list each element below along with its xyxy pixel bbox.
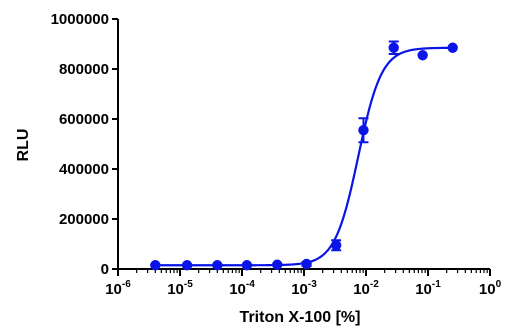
- error-bars: [301, 40, 399, 267]
- x-tick-label: 10-1: [415, 279, 441, 298]
- axes: [117, 19, 490, 270]
- data-point: [447, 42, 458, 53]
- data-point: [241, 260, 253, 271]
- x-tick-label: 10-3: [291, 279, 317, 298]
- data-point: [150, 260, 161, 271]
- x-axis-label: Triton X-100 [%]: [240, 309, 361, 326]
- data-point: [212, 260, 223, 271]
- data-point: [181, 260, 193, 271]
- y-tick-label: 400000: [59, 161, 109, 178]
- x-tick-label: 100: [479, 279, 502, 298]
- data-point: [358, 125, 369, 136]
- data-points: [150, 42, 458, 271]
- y-tick-label: 0: [101, 261, 109, 278]
- data-point: [330, 240, 342, 251]
- y-tick-label: 200000: [59, 211, 109, 228]
- y-axis-label: RLU: [15, 129, 32, 162]
- x-tick-label: 10-5: [167, 279, 193, 298]
- x-tick-label: 10-6: [105, 279, 131, 298]
- x-tick-label: 10-4: [229, 279, 255, 298]
- data-point: [417, 50, 428, 61]
- data-point: [301, 258, 312, 270]
- data-point: [272, 259, 283, 270]
- y-tick-label: 800000: [59, 61, 109, 78]
- y-tick-label: 1000000: [51, 11, 109, 28]
- y-tick-label: 600000: [59, 111, 109, 128]
- fit-curve: [155, 46, 453, 267]
- data-point: [388, 42, 399, 53]
- axis-ticks: 0 200000 400000 600000 800000 1000000 10-6 10-5…: [51, 11, 502, 298]
- x-tick-label: 10-2: [353, 279, 379, 298]
